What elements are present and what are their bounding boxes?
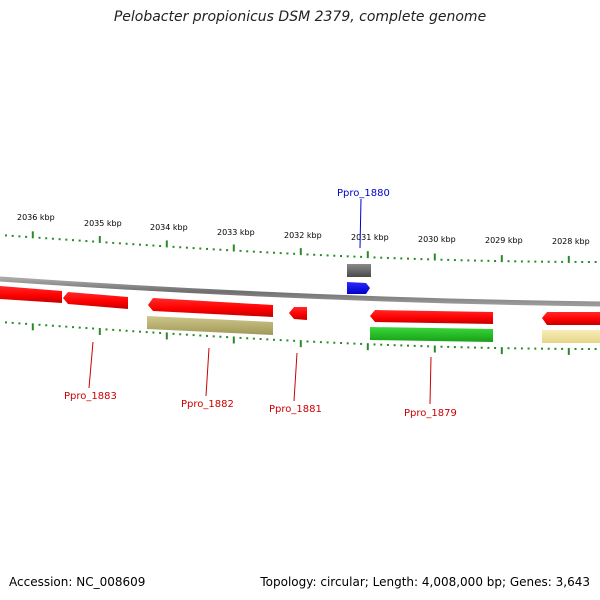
topology-text: Topology: circular; Length: 4,008,000 bp…: [260, 575, 590, 589]
leader-ppro1881: [293, 352, 298, 402]
scale-label-2029: 2029 kbp: [485, 236, 523, 245]
gene-label-ppro1883[interactable]: Ppro_1883: [64, 391, 117, 402]
inner-scale-ticks: [5, 321, 597, 355]
leader-ppro1883: [88, 341, 94, 389]
olive-feature[interactable]: [147, 316, 273, 335]
gene-ppro1882[interactable]: [148, 298, 273, 317]
leader-ppro1879: [429, 356, 432, 405]
scale-label-2036: 2036 kbp: [17, 213, 55, 222]
gene-label-ppro1879[interactable]: Ppro_1879: [404, 408, 457, 419]
gene-ppro1881[interactable]: [289, 307, 307, 320]
gray-feature[interactable]: [347, 264, 371, 277]
scale-label-2033: 2033 kbp: [217, 228, 255, 237]
green-feature[interactable]: [370, 327, 493, 342]
gene-ppro1878[interactable]: [542, 312, 600, 325]
yellow-feature[interactable]: [542, 330, 600, 343]
gene-ppro1880[interactable]: [347, 282, 370, 294]
scale-label-2028: 2028 kbp: [552, 237, 590, 246]
scale-label-2030: 2030 kbp: [418, 235, 456, 244]
scale-label-2031: 2031 kbp: [351, 233, 389, 242]
gene-ppro1883[interactable]: [63, 292, 128, 309]
scale-label-2034: 2034 kbp: [150, 223, 188, 232]
gene-label-ppro1881[interactable]: Ppro_1881: [269, 404, 322, 415]
label-leaders: [88, 198, 432, 405]
leader-ppro1882: [205, 347, 210, 397]
genome-backbone: [0, 276, 600, 307]
scale-labels: 2036 kbp 2035 kbp 2034 kbp 2033 kbp 2032…: [17, 213, 590, 246]
page-title: Pelobacter propionicus DSM 2379, complet…: [113, 9, 487, 25]
gene-ppro1879[interactable]: [370, 310, 493, 324]
accession-text: Accession: NC_008609: [9, 575, 146, 589]
outer-scale-ticks: [5, 231, 597, 263]
scale-label-2032: 2032 kbp: [284, 231, 322, 240]
gene-ppro1884[interactable]: [0, 286, 62, 303]
scale-label-2035: 2035 kbp: [84, 219, 122, 228]
gene-label-ppro1880[interactable]: Ppro_1880: [337, 188, 390, 199]
gene-label-ppro1882[interactable]: Ppro_1882: [181, 399, 234, 410]
leader-ppro1880: [359, 198, 362, 249]
